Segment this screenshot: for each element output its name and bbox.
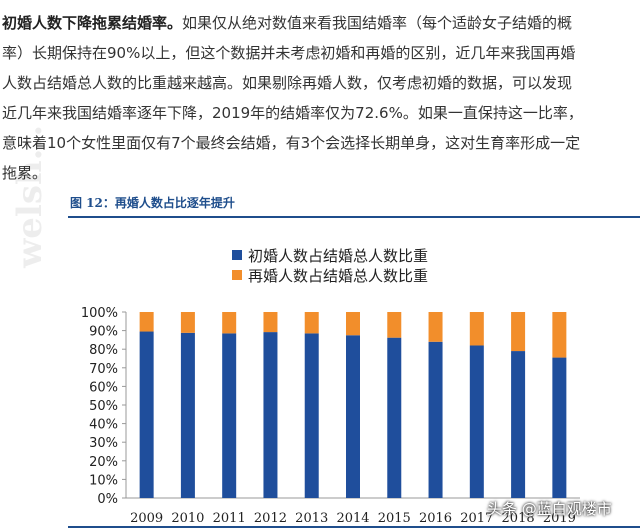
bar-first-marriage (346, 335, 360, 498)
article-bold-lead: 初婚人数下降拖累结婚率。 (2, 14, 183, 32)
bar-remarriage (346, 312, 360, 336)
x-tick-label: 2016 (419, 511, 452, 526)
bar-first-marriage (469, 345, 484, 498)
bar-first-marriage (304, 333, 319, 498)
bar-first-marriage (180, 332, 195, 498)
y-tick-label: 70% (89, 362, 118, 377)
bar-remarriage (263, 312, 278, 333)
figure-bottom-rule (68, 526, 640, 528)
figure-title: 图 12：再婚人数占比逐年提升 (70, 196, 235, 210)
legend-label-remarriage: 再婚人数占结婚总人数比重 (248, 266, 429, 285)
bar-first-marriage (552, 357, 567, 498)
article-line-2: 率）长期保持在90%以上，但这个数据并未考虑初婚和再婚的区别，近几年来我国再婚 (2, 44, 576, 62)
y-tick-label: 30% (89, 436, 118, 451)
article-line-5: 意味着10个女性里面仅有7个最终会结婚，有3个会选择长期单身，这对生育率形成一定 (2, 134, 581, 152)
chart-legend: 初婚人数占结婚总人数比重 再婚人数占结婚总人数比重 (232, 245, 428, 285)
x-tick-label: 2013 (295, 511, 328, 526)
bar-remarriage (139, 312, 154, 332)
y-tick-label: 100% (81, 306, 118, 321)
bar-first-marriage (222, 333, 237, 498)
article-paragraph: 初婚人数下降拖累结婚率。如果仅从绝对数值来看我国结婚率（每个适龄女子结婚的概 率… (2, 8, 640, 188)
figure-title-rule (68, 216, 640, 218)
x-tick-label: 2019 (543, 511, 576, 526)
y-tick-label: 90% (89, 325, 118, 340)
bar-remarriage (304, 312, 319, 334)
x-tick-label: 2017 (460, 511, 493, 526)
article-line-1-text: 如果仅从绝对数值来看我国结婚率（每个适龄女子结婚的概 (182, 14, 573, 32)
bar-remarriage (511, 312, 526, 352)
legend-item-remarriage: 再婚人数占结婚总人数比重 (232, 265, 428, 285)
x-tick-label: 2009 (130, 511, 163, 526)
bar-first-marriage (263, 332, 278, 498)
x-tick-label: 2011 (213, 511, 246, 526)
x-tick-label: 2012 (254, 511, 287, 526)
legend-swatch-remarriage (232, 270, 242, 280)
bar-remarriage (222, 312, 237, 334)
bar-first-marriage (511, 351, 526, 498)
x-tick-label: 2015 (378, 511, 411, 526)
bar-first-marriage (139, 331, 154, 498)
legend-swatch-first-marriage (232, 250, 242, 260)
legend-label-first-marriage: 初婚人数占结婚总人数比重 (248, 246, 429, 265)
legend-item-first-marriage: 初婚人数占结婚总人数比重 (232, 245, 428, 265)
y-tick-label: 60% (89, 380, 118, 395)
bar-remarriage (552, 312, 567, 358)
bar-first-marriage (387, 337, 402, 498)
y-tick-label: 40% (89, 418, 118, 433)
source-credit: 头条 @蓝白观楼市 (487, 500, 612, 518)
bar-remarriage (428, 312, 443, 342)
x-tick-label: 2010 (171, 511, 204, 526)
y-tick-label: 10% (89, 473, 118, 488)
x-tick-label: 2014 (336, 511, 369, 526)
bar-remarriage (180, 312, 195, 333)
bar-remarriage (387, 312, 402, 338)
y-tick-label: 50% (89, 399, 118, 414)
y-tick-label: 80% (89, 343, 118, 358)
x-tick-label: 2018 (502, 511, 535, 526)
article-line-3: 人数占结婚总人数的比重越来越高。如果剔除再婚人数，仅考虑初婚的数据，可以发现 (2, 74, 573, 92)
y-tick-label: 0% (97, 492, 118, 507)
article-line-6: 拖累。 (2, 164, 48, 182)
article-line-4: 近几年来我国结婚率逐年下降，2019年的结婚率仅为72.6%。如果一直保持这一比… (2, 104, 583, 122)
bar-remarriage (469, 312, 484, 346)
bar-first-marriage (428, 341, 443, 498)
article-line-1: 初婚人数下降拖累结婚率。如果仅从绝对数值来看我国结婚率（每个适龄女子结婚的概 (2, 8, 640, 38)
y-tick-label: 20% (89, 455, 118, 470)
